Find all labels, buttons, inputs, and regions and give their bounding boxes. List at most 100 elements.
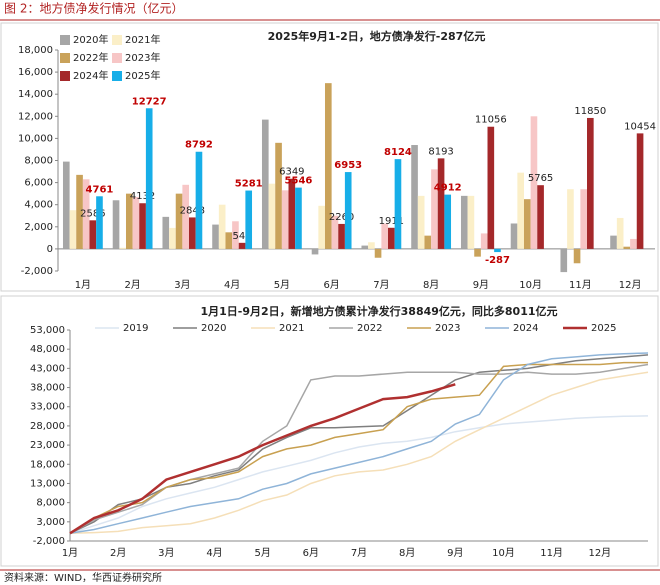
legend-label: 2020年 <box>73 33 108 46</box>
legend-swatch <box>112 35 122 45</box>
bar <box>125 193 133 249</box>
x-tick-label: 2月 <box>124 279 140 291</box>
x-tick-label: 12月 <box>588 547 611 559</box>
bar <box>474 248 481 257</box>
x-tick-label: 4月 <box>206 547 222 559</box>
legend-swatch <box>112 71 122 81</box>
x-tick-label: 12月 <box>619 279 642 291</box>
bar <box>636 133 644 249</box>
bar <box>82 179 90 249</box>
data-label: 8124 <box>384 147 412 158</box>
bar <box>623 246 631 249</box>
bar <box>510 223 518 249</box>
x-tick-label: 10月 <box>519 279 542 291</box>
bar <box>344 172 352 249</box>
bar <box>112 200 120 249</box>
panel-frame <box>0 22 659 292</box>
data-label: 11056 <box>475 115 507 126</box>
bar <box>195 151 203 249</box>
bar <box>580 189 588 249</box>
line <box>69 352 649 535</box>
x-tick-label: 1月 <box>75 279 91 291</box>
legend-label: 2025年 <box>125 69 160 82</box>
bar <box>573 248 581 264</box>
bar <box>268 183 276 249</box>
bar <box>324 83 332 249</box>
bar <box>238 242 246 249</box>
x-tick-label: 6月 <box>323 279 339 291</box>
bar <box>437 158 445 249</box>
bar <box>368 242 375 249</box>
x-tick-label: 5月 <box>274 279 290 291</box>
data-label: 4912 <box>434 183 462 194</box>
data-label: 6953 <box>334 160 362 171</box>
bar <box>182 184 190 249</box>
data-label: 8193 <box>428 146 453 157</box>
x-tick-label: 8月 <box>399 547 415 559</box>
y-tick-label: 10,000 <box>18 133 53 144</box>
x-tick-label: 6月 <box>303 547 319 559</box>
x-tick-label: 9月 <box>473 279 489 291</box>
bar <box>616 217 624 249</box>
bar <box>610 235 617 249</box>
bar <box>411 145 418 249</box>
bar <box>523 199 531 249</box>
bar <box>295 187 302 249</box>
bar <box>225 232 233 249</box>
legend-label: 2024年 <box>73 69 108 82</box>
y-tick-label: 13,000 <box>30 478 65 489</box>
y-tick-label: 48,000 <box>30 344 65 355</box>
legend-swatch <box>60 53 70 63</box>
bar <box>119 247 126 249</box>
x-tick-label: 9月 <box>447 547 463 559</box>
y-tick-label: -2,000 <box>33 536 65 547</box>
x-tick-label: 7月 <box>351 547 367 559</box>
bar <box>89 220 97 249</box>
y-tick-label: 53,000 <box>30 325 65 336</box>
bar <box>338 223 345 249</box>
bar <box>480 233 488 249</box>
bar <box>218 204 226 249</box>
y-tick-label: 8,000 <box>36 498 65 509</box>
line <box>69 415 649 535</box>
line <box>69 363 649 534</box>
bar <box>281 190 289 249</box>
bar <box>560 248 568 273</box>
line <box>69 361 648 534</box>
bar <box>394 159 402 249</box>
bar <box>487 126 495 249</box>
data-label: 6349 <box>279 167 304 178</box>
data-label: 5765 <box>528 173 553 184</box>
bar <box>139 203 146 249</box>
chart-title: 2025年9月1-2日，地方债净发行-287亿元 <box>268 29 486 43</box>
y-tick-label: 6,000 <box>24 178 53 189</box>
x-tick-label: 10月 <box>492 547 515 559</box>
bar <box>288 178 296 249</box>
legend-label: 2019 <box>123 323 148 334</box>
bar <box>361 245 369 249</box>
data-label: 10454 <box>624 121 656 132</box>
bar <box>261 119 269 249</box>
x-tick-label: 5月 <box>254 547 270 559</box>
figure-title: 图 2：地方债净发行情况（亿元） <box>4 1 183 16</box>
y-tick-label: 8,000 <box>24 156 53 167</box>
y-tick-label: 16,000 <box>18 67 53 78</box>
x-tick-label: 3月 <box>158 547 174 559</box>
panel-frame <box>0 295 659 567</box>
legend-label: 2020 <box>201 323 226 334</box>
legend-label: 2023年 <box>125 51 160 64</box>
chart-title: 1月1日-9月2日，新增地方债累计净发行38849亿元，同比多8011亿元 <box>200 304 557 318</box>
data-label: 2848 <box>180 205 205 216</box>
data-label: 1911 <box>379 216 404 227</box>
y-tick-label: 18,000 <box>18 45 53 56</box>
legend-swatch <box>60 35 70 45</box>
bar <box>331 215 339 249</box>
bar <box>132 196 140 249</box>
legend-swatch <box>60 71 70 81</box>
bar <box>417 195 425 249</box>
legend-label: 2021年 <box>125 33 160 46</box>
bar <box>381 223 389 249</box>
bar <box>460 195 468 249</box>
line <box>69 383 456 535</box>
bar <box>530 116 538 249</box>
